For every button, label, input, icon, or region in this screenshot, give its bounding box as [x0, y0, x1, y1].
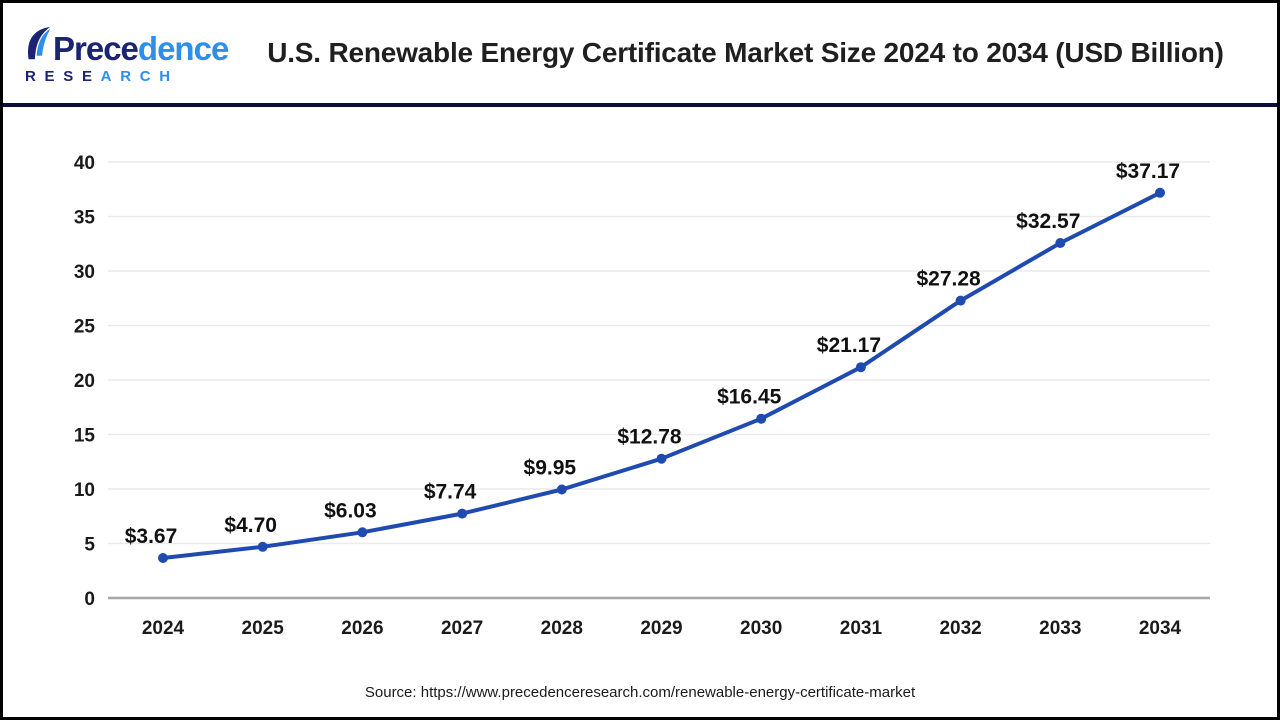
- data-label: $6.03: [324, 499, 377, 522]
- svg-text:2028: 2028: [541, 618, 583, 639]
- logo-text-light: dence: [137, 30, 229, 67]
- svg-text:2024: 2024: [142, 618, 185, 639]
- svg-text:2032: 2032: [939, 618, 981, 639]
- data-label: $37.17: [1116, 160, 1180, 183]
- svg-text:40: 40: [74, 153, 95, 174]
- svg-text:2029: 2029: [640, 618, 682, 639]
- data-point: [457, 508, 468, 519]
- data-label: $32.57: [1016, 210, 1080, 233]
- source-text: Source: https://www.precedenceresearch.c…: [364, 684, 916, 701]
- data-label: $16.45: [717, 386, 782, 409]
- data-label: $12.78: [617, 426, 682, 449]
- svg-text:2034: 2034: [1139, 618, 1182, 639]
- svg-text:2031: 2031: [840, 618, 883, 639]
- data-point: [556, 484, 567, 495]
- data-point: [357, 527, 368, 538]
- svg-text:0: 0: [84, 589, 95, 610]
- svg-text:2033: 2033: [1039, 618, 1081, 639]
- precedence-research-logo: Precedence RESEARCH: [25, 21, 240, 85]
- svg-text:25: 25: [74, 317, 96, 338]
- logo-wordmark: Precedence: [25, 25, 240, 65]
- data-point: [1055, 238, 1066, 248]
- series-line: [161, 190, 1162, 560]
- data-points: [158, 187, 1165, 563]
- svg-text:15: 15: [74, 426, 96, 447]
- data-point: [955, 295, 966, 306]
- gridlines: [108, 161, 1210, 545]
- data-point: [855, 362, 866, 373]
- x-axis-labels: 2024 2025 2026 2027 2028 2029 2030 2031 2032 2033…: [142, 618, 1182, 639]
- data-label: $27.28: [916, 268, 981, 291]
- data-label: $4.70: [224, 514, 277, 537]
- logo-sub-light: ARCH: [100, 68, 179, 85]
- data-label: $21.17: [817, 334, 881, 357]
- logo-text-research: RESEARCH: [25, 68, 240, 85]
- svg-text:35: 35: [74, 208, 96, 229]
- logo-text-precedence: Precedence: [53, 30, 229, 67]
- data-labels: $3.67 $4.70 $6.03 $7.74 $9.95 $12.78 $16.45 $21…: [125, 160, 1180, 548]
- header: Precedence RESEARCH U.S. Renewable Energ…: [3, 3, 1277, 107]
- svg-text:5: 5: [84, 535, 95, 556]
- flame-icon: [28, 26, 51, 60]
- svg-text:30: 30: [74, 262, 95, 283]
- data-label: $7.74: [424, 481, 477, 504]
- chart-area: 0 5 10 15 20 25 30 35 40 2024 2025 2026 2027 2028 2029…: [3, 111, 1277, 717]
- svg-text:2026: 2026: [341, 618, 383, 639]
- data-label: $3.67: [125, 525, 178, 548]
- data-point: [1155, 187, 1165, 198]
- svg-text:2027: 2027: [441, 618, 483, 639]
- svg-text:20: 20: [74, 371, 95, 392]
- y-axis-labels: 0 5 10 15 20 25 30 35 40: [74, 153, 96, 610]
- data-label: $9.95: [524, 457, 577, 480]
- data-point: [656, 453, 667, 464]
- data-point: [158, 553, 168, 563]
- svg-text:2025: 2025: [242, 618, 285, 639]
- logo-text-dark: Prece: [53, 30, 139, 67]
- data-point: [756, 413, 767, 424]
- logo-sub-dark: RESE: [25, 68, 101, 85]
- page-title: U.S. Renewable Energy Certificate Market…: [267, 36, 1224, 68]
- svg-text:10: 10: [74, 480, 95, 501]
- data-point: [257, 541, 268, 552]
- svg-text:2030: 2030: [740, 618, 782, 639]
